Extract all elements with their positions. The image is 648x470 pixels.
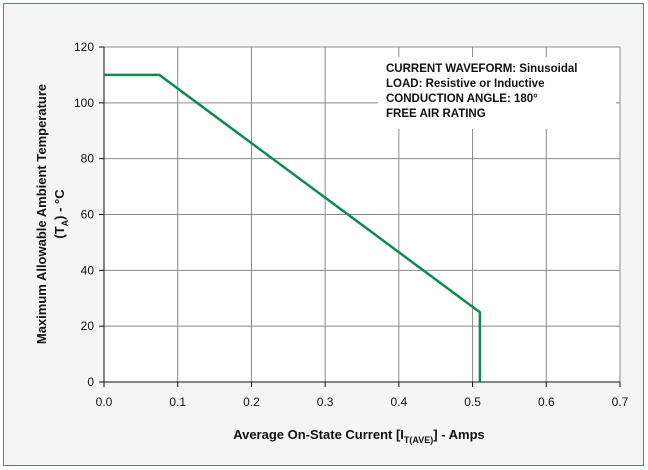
x-tick-label: 0.3 [317, 395, 334, 409]
x-tick-label: 0.6 [538, 395, 555, 409]
annotation-line: FREE AIR RATING [386, 108, 486, 120]
x-tick-label: 0.1 [169, 395, 186, 409]
y-axis-label-line2-suffix: ) - °C [52, 189, 67, 220]
x-axis-label-subscript: T(AVE) [404, 435, 433, 445]
y-axis-label-line2-main: (T [52, 226, 67, 238]
y-ticks: 0 20 40 60 80 100 120 [74, 40, 104, 389]
annotation-block: CURRENT WAVEFORM: Sinusoidal LOAD: Resist… [386, 63, 577, 120]
y-tick-label: 40 [81, 263, 95, 277]
y-axis-label-line2-subscript: A [60, 219, 70, 226]
x-tick-label: 0.0 [96, 395, 113, 409]
x-tick-label: 0.2 [243, 395, 260, 409]
annotation-line: CURRENT WAVEFORM: Sinusoidal [386, 63, 577, 75]
x-axis-label-main: Average On-State Current [I [233, 427, 404, 442]
y-tick-label: 60 [81, 208, 95, 222]
x-axis-label: Average On-State Current [IT(AVE)] - Amp… [233, 427, 485, 445]
series-layer [104, 73, 482, 382]
y-axis-label-line1: Maximum Allowable Ambient Temperature [34, 84, 49, 344]
annotation-line: CONDUCTION ANGLE: 180° [386, 93, 538, 105]
x-ticks: 0.0 0.1 0.2 0.3 0.4 0.5 0.6 0.7 [96, 382, 629, 409]
y-tick-label: 80 [81, 152, 95, 166]
y-axis-label-line2: (TA) - °C [52, 189, 70, 239]
y-tick-label: 100 [74, 96, 94, 110]
y-axis-label: Maximum Allowable Ambient Temperature (T… [34, 84, 70, 344]
series-line [104, 73, 482, 382]
x-tick-label: 0.4 [391, 395, 408, 409]
x-axis-label-suffix: ] - Amps [433, 427, 485, 442]
y-tick-label: 20 [81, 319, 95, 333]
annotation-line: LOAD: Resistive or Inductive [386, 78, 544, 90]
y-tick-label: 120 [74, 40, 94, 54]
x-tick-label: 0.5 [464, 395, 481, 409]
x-tick-label: 0.7 [612, 395, 629, 409]
y-tick-label: 0 [87, 375, 94, 389]
annotation-background [378, 57, 616, 129]
